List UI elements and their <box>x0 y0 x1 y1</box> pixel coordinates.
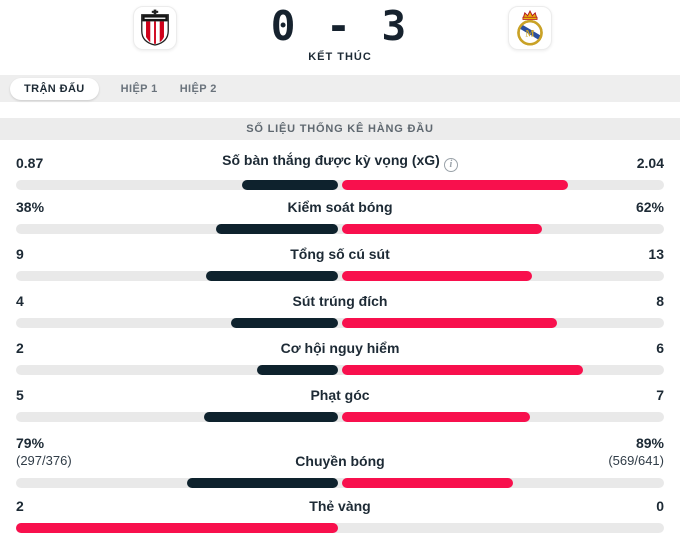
stat-label: Sút trúng đích <box>292 293 388 309</box>
stat-label: Tổng số cú sút <box>290 246 390 262</box>
stat-row-passes: 79% (297/376) Chuyền bóng 89% (569/641) <box>0 422 680 488</box>
match-header: 0 - 3 KẾT THÚC M <box>0 0 680 75</box>
tab-first-half[interactable]: HIỆP 1 <box>120 82 158 95</box>
stat-row-yellow-cards: 2 Thẻ vàng 0 <box>0 486 680 533</box>
period-tabs: TRẬN ĐẤU HIỆP 1 HIỆP 2 <box>0 75 680 102</box>
home-team-logo[interactable] <box>133 6 177 50</box>
stat-bar <box>16 523 664 533</box>
home-value: 79% <box>16 435 45 451</box>
stat-bar <box>16 224 664 234</box>
stat-bar <box>16 365 664 375</box>
stat-label: Thẻ vàng <box>309 498 371 514</box>
stat-row-shots-on-target: 4 Sút trúng đích 8 <box>0 281 680 328</box>
real-madrid-crest-icon: M <box>517 9 543 46</box>
score-block: 0 - 3 KẾT THÚC <box>0 4 680 63</box>
stats-list: 0.87 Số bàn thắng được kỳ vọng (xG) i 2.0… <box>0 140 680 533</box>
away-bar-segment <box>342 412 530 422</box>
stat-row-xg: 0.87 Số bàn thắng được kỳ vọng (xG) i 2.0… <box>0 140 680 190</box>
home-value: 2 <box>16 498 24 514</box>
away-bar-segment <box>342 478 513 488</box>
stat-label: Chuyền bóng <box>295 453 385 469</box>
away-sub-value: (569/641) <box>608 453 664 468</box>
home-bar-segment <box>204 412 338 422</box>
score: 0 - 3 <box>270 2 410 50</box>
away-value: 0 <box>656 498 664 514</box>
info-icon[interactable]: i <box>443 158 458 172</box>
away-bar-segment <box>342 271 532 281</box>
home-value: 38% <box>16 199 45 215</box>
away-value: 2.04 <box>636 155 664 171</box>
stat-label: Cơ hội nguy hiểm <box>280 340 400 356</box>
away-bar-segment <box>342 365 583 375</box>
home-value: 4 <box>16 293 24 309</box>
stat-row-corners: 5 Phạt góc 7 <box>0 375 680 422</box>
home-bar-segment <box>257 365 338 375</box>
home-bar-segment <box>16 523 338 533</box>
away-bar-segment <box>342 318 557 328</box>
away-team-logo[interactable]: M <box>508 6 552 50</box>
home-bar-segment <box>242 180 338 190</box>
away-value: 7 <box>656 387 664 403</box>
home-sub-value: (297/376) <box>16 453 72 468</box>
stat-label: Phạt góc <box>310 387 370 403</box>
home-value: 0.87 <box>16 155 44 171</box>
away-value: 13 <box>648 246 664 262</box>
home-bar-segment <box>187 478 338 488</box>
stat-bar <box>16 180 664 190</box>
away-bar-segment <box>342 224 542 234</box>
stat-bar <box>16 271 664 281</box>
spacer <box>0 102 680 118</box>
svg-text:M: M <box>526 29 535 39</box>
away-value: 89% <box>635 435 664 451</box>
tab-match[interactable]: TRẬN ĐẤU <box>10 77 99 100</box>
section-title: SỐ LIỆU THỐNG KÊ HÀNG ĐẦU <box>0 118 680 140</box>
stat-row-possession: 38% Kiểm soát bóng 62% <box>0 187 680 234</box>
tab-second-half[interactable]: HIỆP 2 <box>179 82 217 95</box>
match-status: KẾT THÚC <box>308 51 372 63</box>
home-bar-segment <box>231 318 338 328</box>
athletic-club-crest-icon <box>141 9 169 46</box>
away-bar-segment <box>342 180 568 190</box>
away-value: 8 <box>656 293 664 309</box>
home-value: 2 <box>16 340 24 356</box>
away-value: 6 <box>656 340 664 356</box>
home-value: 5 <box>16 387 24 403</box>
stat-row-dangerous-chances: 2 Cơ hội nguy hiểm 6 <box>0 328 680 375</box>
home-bar-segment <box>216 224 338 234</box>
stat-bar <box>16 478 664 488</box>
stat-label: Số bàn thắng được kỳ vọng (xG) i <box>100 151 580 172</box>
away-value: 62% <box>635 199 664 215</box>
stat-bar <box>16 412 664 422</box>
home-bar-segment <box>206 271 338 281</box>
stat-bar <box>16 318 664 328</box>
stat-row-total-shots: 9 Tổng số cú sút 13 <box>0 234 680 281</box>
home-value: 9 <box>16 246 24 262</box>
stat-label: Kiểm soát bóng <box>287 199 393 215</box>
